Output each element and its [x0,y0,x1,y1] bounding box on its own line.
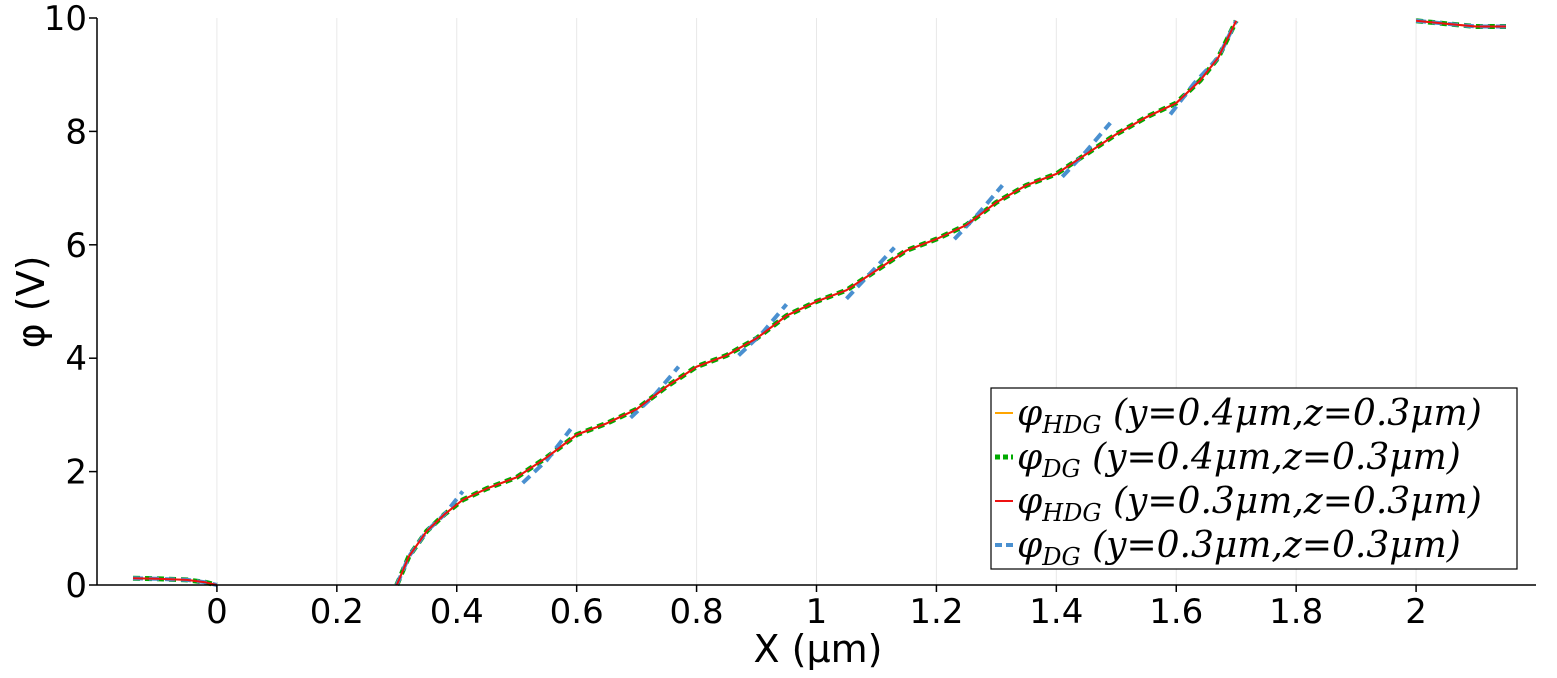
x-tick-labels: 0 0.2 0.4 0.6 0.8 1 1.2 1.4 1.6 1.8 2 [206,592,1427,632]
y-tick-label: 2 [65,453,87,493]
series-line [629,365,681,420]
x-tick-label: 0.2 [310,592,364,632]
series-lines [132,18,1506,588]
y-axis-title: φ (V) [9,256,53,349]
legend: φHDG (y=0.4μm,z=0.3μm)φDG (y=0.4μm,z=0.3… [990,387,1518,571]
legend-label: φHDG (y=0.3μm,z=0.3μm) [1017,481,1482,527]
x-tick-label: 0 [206,592,228,632]
axes [89,17,1536,592]
series-line [132,577,218,586]
series-line [521,427,573,485]
legend-label: φDG (y=0.4μm,z=0.3μm) [1017,437,1461,483]
y-tick-label: 6 [65,226,87,266]
x-tick-label: 0.6 [550,592,604,632]
x-tick-label: 0.4 [430,592,484,632]
legend-label: φHDG (y=0.4μm,z=0.3μm) [1017,393,1482,439]
x-tick-label: 1.2 [909,592,963,632]
x-axis-title: X (μm) [754,627,883,671]
y-tick-label: 4 [65,339,87,379]
y-tick-label: 8 [65,112,87,152]
x-tick-label: 0.8 [670,592,724,632]
x-tick-label: 1.4 [1029,592,1083,632]
x-tick-label: 1.8 [1269,592,1323,632]
x-tick-label: 1 [806,592,828,632]
series-line [1168,19,1238,116]
series-line [737,303,789,357]
y-tick-label: 0 [65,566,87,606]
x-tick-label: 1.6 [1149,592,1203,632]
series-line [1416,19,1506,28]
series-line [952,184,1004,241]
series-line [395,20,1238,586]
legend-box [990,387,1518,570]
x-tick-label: 2 [1405,592,1427,632]
legend-label: φDG (y=0.3μm,z=0.3μm) [1017,525,1461,571]
series-line [394,490,465,586]
series-line [1060,121,1112,179]
y-tick-label: 10 [44,0,87,39]
y-tick-labels: 0 2 4 6 8 10 [44,0,87,606]
